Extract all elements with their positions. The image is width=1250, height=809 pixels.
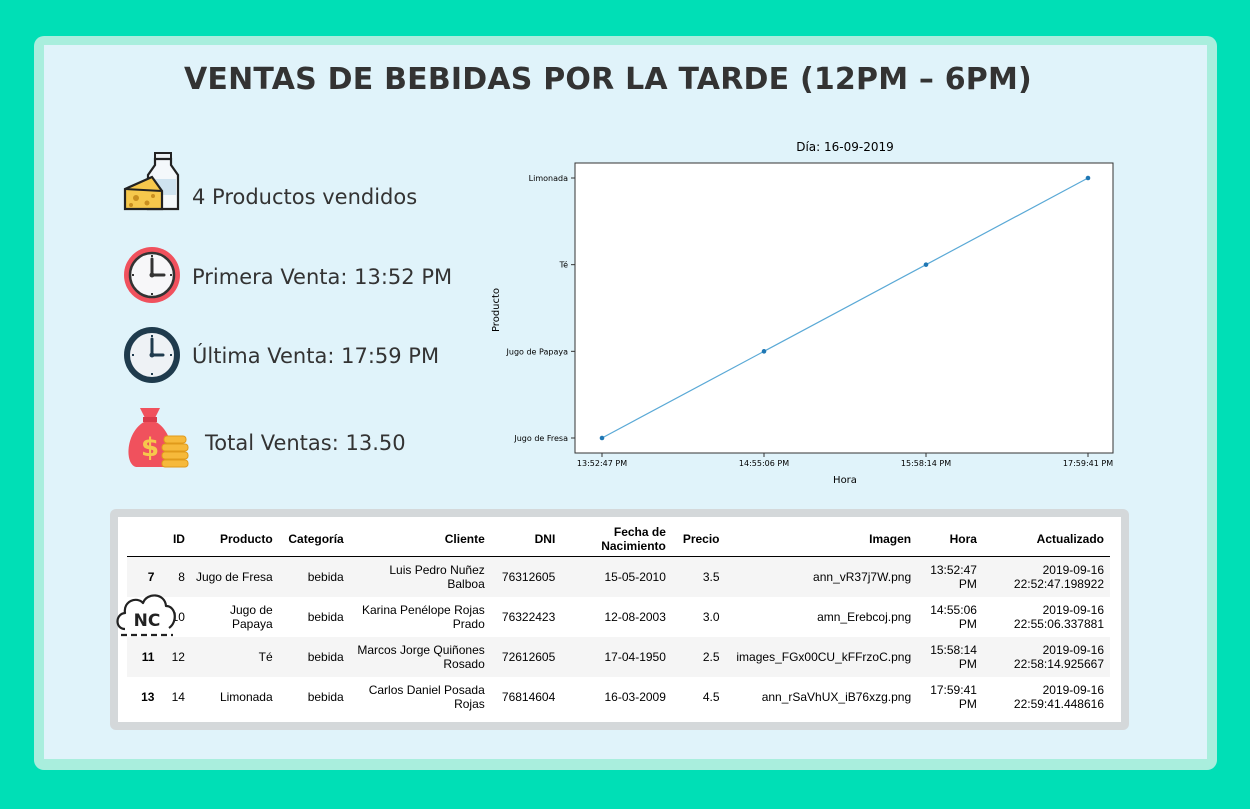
table-cell: 13:52:47 PM [917, 556, 983, 597]
x-tick-label: 14:55:06 PM [739, 459, 789, 468]
table-cell: 2.5 [671, 637, 726, 677]
dark-clock-icon [124, 327, 180, 383]
column-header[interactable]: Fecha de Nacimiento [561, 522, 672, 557]
column-header[interactable]: Actualizado [982, 522, 1110, 557]
chart-title: Día: 16-09-2019 [796, 140, 894, 154]
nc-cloud-logo: NC [116, 594, 176, 637]
table-cell: bebida [278, 637, 350, 677]
row-index: 11 [127, 637, 161, 677]
svg-text:$: $ [141, 433, 159, 463]
y-tick-label: Jugo de Papaya [506, 347, 569, 356]
page-title: VENTAS DE BEBIDAS POR LA TARDE (12PM – 6… [184, 62, 1032, 97]
column-header[interactable]: Categoría [278, 522, 350, 557]
table-cell: 8 [160, 556, 191, 597]
table-cell: 17-04-1950 [561, 637, 672, 677]
money-bag-icon: $ [128, 408, 189, 468]
column-header[interactable] [127, 522, 161, 557]
table-cell: 17:59:41 PM [930, 683, 977, 711]
x-tick-label: 13:52:47 PM [577, 459, 627, 468]
table-cell: 15:58:14 PM [917, 637, 983, 677]
y-tick-label: Jugo de Fresa [513, 434, 568, 443]
column-header[interactable]: ID [160, 522, 191, 557]
data-point [761, 349, 767, 354]
table-cell: 12-08-2003 [604, 610, 666, 624]
column-header[interactable]: Producto [190, 522, 279, 557]
table-cell: Karina Penélope Rojas Prado [362, 603, 485, 631]
table-cell: 2019-09-16 22:58:14.925667 [982, 637, 1110, 677]
products-sold-stat: 4 Productos vendidos [192, 185, 418, 209]
row-index: 7 [127, 556, 161, 597]
table-cell: 76312605 [490, 556, 562, 597]
y-tick-label: Té [559, 260, 569, 270]
total-sales-stat: Total Ventas: 13.50 [205, 431, 406, 455]
table-cell: ann_rSaVhUX_iB76xzg.png [761, 690, 912, 704]
y-axis-label: Producto [491, 288, 502, 332]
x-axis-label: Hora [833, 475, 857, 486]
table-cell: bebida [307, 610, 344, 624]
table-cell: Marcos Jorge Quiñones Rosado [349, 637, 491, 677]
x-tick-label: 15:58:14 PM [901, 459, 951, 468]
table-row[interactable]: 13 14 Limonada bebida Carlos Daniel Posada R… [127, 677, 1110, 717]
x-tick-label: 17:59:41 PM [1063, 459, 1113, 468]
column-header[interactable]: Imagen [725, 522, 918, 557]
table-cell: Jugo de Papaya [229, 603, 273, 631]
data-point [599, 435, 605, 441]
table-cell: Jugo de Fresa [190, 556, 279, 597]
row-index: 13 [141, 690, 155, 704]
table-cell: Limonada [219, 690, 273, 704]
series-line [601, 177, 1089, 439]
table-cell: amn_Erebcoj.png [817, 610, 912, 624]
red-clock-icon [124, 247, 180, 303]
table-cell: 14 [171, 690, 185, 704]
table-cell: 4.5 [702, 690, 720, 704]
table-cell: 2019-09-16 22:55:06.337881 [1013, 603, 1104, 631]
table-cell: ann_vR37j7W.png [725, 556, 918, 597]
table-cell: 3.5 [671, 556, 726, 597]
first-sale-stat: Primera Venta: 13:52 PM [192, 265, 453, 289]
column-header[interactable]: Hora [917, 522, 983, 557]
table-cell: Té [190, 637, 279, 677]
table-cell: 72612605 [490, 637, 562, 677]
last-sale-stat: Última Venta: 17:59 PM [192, 344, 440, 368]
table-cell: 14:55:06 PM [930, 603, 977, 631]
table-cell: 16-03-2009 [604, 690, 666, 704]
y-tick-label: Limonada [529, 174, 568, 183]
table-cell: 76814604 [501, 690, 556, 704]
data-point [923, 262, 929, 267]
data-point [1085, 175, 1091, 181]
table-cell: Carlos Daniel Posada Rojas [368, 683, 485, 711]
column-header[interactable]: DNI [490, 522, 562, 557]
table-cell: images_FGx00CU_kFFrzoC.png [725, 637, 918, 677]
table-row[interactable]: 11 12 Té bebida Marcos Jorge Quiñones Rosado… [127, 637, 1110, 677]
table-cell: bebida [307, 690, 344, 704]
milk-cheese-icon [123, 152, 180, 211]
table-cell: 12 [160, 637, 191, 677]
table-cell: bebida [278, 556, 350, 597]
sales-line-chart: Día: 16-09-2019 13:52:47 PM 14:55:06 PM 15… [491, 140, 1114, 486]
table-cell: 2019-09-16 22:52:47.198922 [982, 556, 1110, 597]
table-cell: 3.0 [702, 610, 720, 624]
table-cell: 15-05-2010 [561, 556, 672, 597]
column-header[interactable]: Cliente [349, 522, 491, 557]
table-cell: 2019-09-16 22:59:41.448616 [1013, 683, 1104, 711]
sales-table: ID Producto Categoría Cliente DNI Fecha de Na… [127, 522, 1110, 717]
table-cell: 76322423 [501, 610, 556, 624]
table-cell: Luis Pedro Nuñez Balboa [349, 556, 491, 597]
column-header[interactable]: Precio [671, 522, 726, 557]
nc-logo-text: NC [134, 611, 161, 631]
table-row[interactable]: 7 8 Jugo de Fresa bebida Luis Pedro Nuñez Ba… [127, 556, 1110, 597]
table-header-row: ID Producto Categoría Cliente DNI Fecha de Na… [127, 522, 1110, 557]
